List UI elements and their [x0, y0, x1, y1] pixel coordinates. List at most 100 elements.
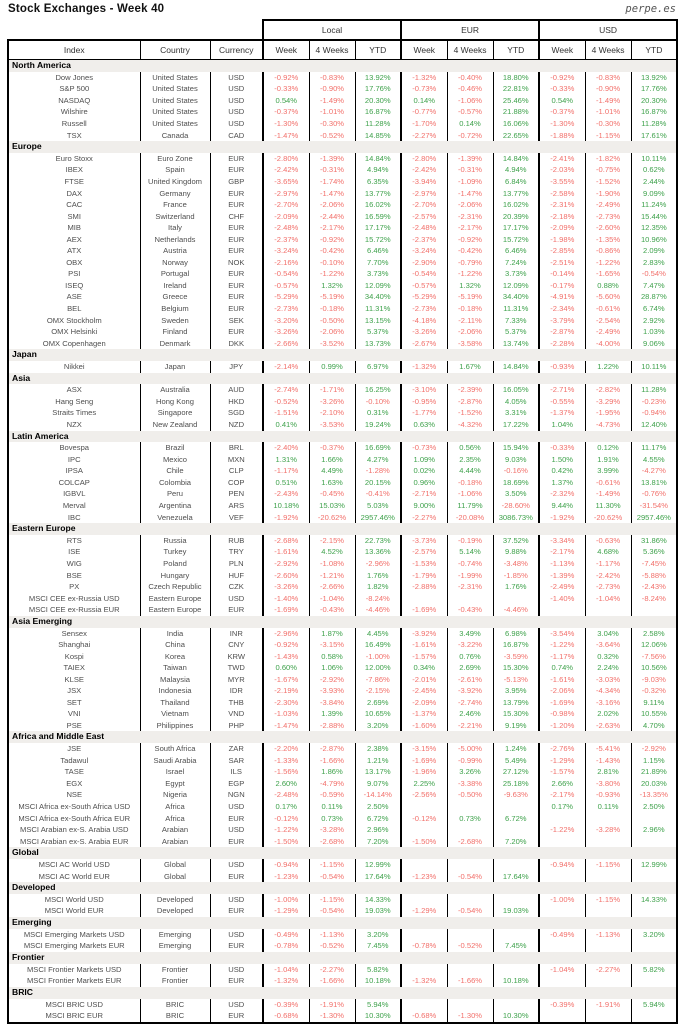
value-cell: 0.73% [446, 812, 494, 825]
value-cell: -1.95% [584, 407, 632, 419]
value-cell: -0.39% [538, 998, 586, 1011]
value-cell: 1.03% [630, 326, 679, 338]
value-cell: 16.59% [354, 210, 402, 223]
value-cell: -2.40% [262, 442, 310, 454]
table-row: Merval Argentina ARS 10.18% 15.03% 5.03% 9.00%… [7, 500, 679, 512]
index-cell: IBC [7, 511, 140, 524]
value-cell: 3.49% [446, 627, 494, 640]
value-cell: -9.03% [630, 673, 679, 686]
value-cell: -1.43% [262, 650, 310, 663]
table-row: MSCI Arabian ex-S. Arabia USD Arabian USD -… [7, 824, 679, 836]
country-cell: Norway [139, 256, 210, 269]
value-cell [538, 940, 586, 952]
section-title: Emerging [6, 916, 679, 929]
value-cell: -1.61% [262, 546, 310, 559]
country-cell: Venezuela [139, 511, 210, 524]
index-cell: Hang Seng [7, 395, 140, 408]
value-cell: -2.56% [400, 789, 448, 801]
currency-cell: COP [209, 476, 264, 489]
currency-cell: EUR [209, 187, 264, 200]
value-cell: 13.17% [354, 766, 402, 778]
value-cell [400, 592, 448, 605]
value-cell: -1.56% [262, 766, 310, 778]
value-cell: -2.43% [630, 581, 679, 593]
value-cell: 22.81% [492, 83, 540, 95]
value-cell: -3.38% [446, 777, 494, 790]
value-cell: -2.66% [308, 581, 356, 593]
value-cell: -0.18% [308, 302, 356, 315]
currency-cell: INR [209, 627, 264, 640]
table-row: Bovespa Brazil BRL -2.40% -0.37% 16.69% -0.73%… [7, 442, 679, 454]
value-cell: -4.46% [492, 604, 540, 616]
value-cell: -0.93% [584, 789, 632, 801]
value-cell: -0.37% [262, 106, 310, 118]
value-cell: -2.49% [584, 326, 632, 338]
table-row: IPC Mexico MXN 1.31% 1.66% 4.27% 1.09% 2.35% 9.0… [7, 453, 679, 466]
value-cell: -0.17% [538, 279, 586, 292]
index-cell: Kospi [7, 650, 140, 663]
index-cell: SMI [7, 210, 140, 223]
value-cell: -2.27% [400, 511, 448, 524]
value-cell: -0.10% [308, 256, 356, 269]
value-cell: -4.18% [400, 314, 448, 327]
value-cell: 5.82% [630, 963, 679, 976]
value-cell: -1.39% [446, 152, 494, 165]
value-cell: 3.20% [354, 719, 402, 732]
value-cell: 0.42% [538, 465, 586, 477]
value-cell: -1.98% [538, 233, 586, 246]
table-row: S&P 500 United States USD -0.33% -0.90% 17.76… [7, 83, 679, 95]
value-cell: -1.15% [308, 858, 356, 871]
value-cell: -2.15% [354, 685, 402, 697]
currency-cell: HUF [209, 569, 264, 582]
value-cell: -1.17% [538, 650, 586, 663]
column-header: Country [139, 39, 211, 60]
value-cell: -2.87% [538, 326, 586, 338]
value-cell: 5.82% [354, 963, 402, 976]
index-cell: WIG [7, 558, 140, 570]
value-cell: -0.52% [446, 940, 494, 952]
currency-cell: SAR [209, 754, 264, 767]
index-cell: IBEX [7, 164, 140, 176]
value-cell: 34.40% [492, 291, 540, 303]
value-cell: -2.54% [584, 314, 632, 327]
index-cell: MSCI AC World EUR [7, 870, 140, 883]
value-cell: 13.77% [492, 187, 540, 200]
value-cell: -5.29% [262, 291, 310, 303]
value-cell: 2.81% [584, 766, 632, 778]
index-cell: OMX Stockholm [7, 314, 140, 327]
table-row: CAC France EUR -2.70% -2.06% 16.02% -2.70% -2.0… [7, 199, 679, 211]
value-cell: -1.40% [262, 592, 310, 605]
country-cell: Greece [139, 291, 210, 303]
value-cell: 22.65% [492, 129, 540, 142]
value-cell: -2.45% [400, 685, 448, 697]
value-cell: -2.16% [262, 256, 310, 269]
currency-cell: NZD [209, 418, 264, 431]
currency-cell: EUR [209, 1010, 264, 1024]
value-cell: 14.84% [492, 360, 540, 373]
value-cell: -1.04% [308, 592, 356, 605]
country-cell: United States [139, 83, 210, 95]
value-cell: -2.31% [538, 199, 586, 211]
table-row: MSCI World USD Developed USD -1.00% -1.15% 14… [7, 893, 679, 906]
currency-cell: EUR [209, 279, 264, 292]
index-cell: Shanghai [7, 639, 140, 651]
value-cell: 1.15% [630, 754, 679, 767]
table-row: ASX Australia AUD -2.74% -1.71% 16.25% -3.10% -… [7, 384, 679, 396]
table-row: IBC Venezuela VEF -1.92% -20.62% 2957.46% -2.2… [7, 511, 679, 524]
value-cell: 11.79% [446, 500, 494, 512]
table-row: DAX Germany EUR -2.97% -1.47% 13.77% -2.97% -1.… [7, 187, 679, 200]
currency-cell: EUR [209, 245, 264, 257]
currency-cell: EUR [209, 291, 264, 303]
currency-cell: MYR [209, 673, 264, 686]
value-cell: 1.32% [446, 279, 494, 292]
currency-cell: USD [209, 592, 264, 605]
value-cell: 2.24% [584, 662, 632, 674]
table-row: Shanghai China CNY -0.92% -3.15% 16.49% -1.61%… [7, 639, 679, 651]
value-cell: -2.73% [262, 302, 310, 315]
value-cell: -0.43% [446, 604, 494, 616]
value-cell: -3.54% [538, 627, 586, 640]
value-cell: 1.39% [308, 708, 356, 720]
value-cell: 19.03% [492, 905, 540, 917]
currency-cell: JPY [209, 360, 264, 373]
currency-cell: EUR [209, 268, 264, 280]
